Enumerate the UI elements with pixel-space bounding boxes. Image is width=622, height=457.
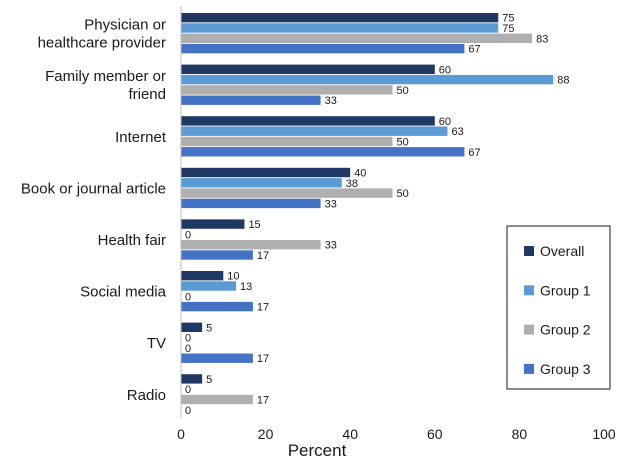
- bar-internet-overall: [181, 116, 435, 126]
- bar-internet-group-2: [181, 136, 393, 147]
- bar-family-member-or-friend-overall: [181, 64, 435, 74]
- data-label-book-or-journal-article-overall: 40: [354, 168, 366, 180]
- legend-label-overall: Overall: [540, 243, 584, 259]
- bar-health-fair-overall: [181, 219, 245, 229]
- bar-social-media-group-1: [181, 281, 236, 291]
- bar-internet-group-3: [181, 147, 465, 157]
- x-tick-label-100: 100: [592, 426, 616, 442]
- bars-group: 7575836760885033606350674038503315033171…: [181, 13, 569, 417]
- bar-social-media-overall: [181, 271, 224, 281]
- legend-label-group-2: Group 2: [540, 322, 591, 338]
- legend: Overall Group 1 Group 2 Group 3: [506, 225, 611, 390]
- bar-book-or-journal-article-overall: [181, 167, 351, 178]
- x-tick-label-0: 0: [177, 426, 185, 442]
- data-label-physician-or-healthcare-provider-group-1: 75: [502, 23, 514, 35]
- data-label-radio-group-2: 17: [257, 395, 269, 407]
- data-label-tv-group-3: 17: [257, 353, 269, 365]
- x-tick-label-40: 40: [342, 426, 358, 442]
- data-label-book-or-journal-article-group-2: 50: [397, 188, 409, 200]
- data-label-family-member-or-friend-group-2: 50: [397, 85, 409, 97]
- category-label-physician-or-healthcare-provider: Physician or healthcare provider: [38, 17, 166, 52]
- bar-book-or-journal-article-group-1: [181, 178, 342, 188]
- category-label-family-member-or-friend: Family member or friend: [45, 68, 166, 103]
- data-label-radio-overall: 5: [206, 374, 212, 386]
- data-label-health-fair-overall: 15: [248, 219, 260, 231]
- data-label-physician-or-healthcare-provider-group-2: 83: [536, 33, 548, 45]
- category-label-internet: Internet: [115, 129, 167, 146]
- x-tick-labels: 0 20 40 60 80 100: [177, 426, 616, 442]
- data-label-family-member-or-friend-group-1: 88: [557, 75, 569, 87]
- legend-swatch-group-3: [524, 363, 534, 374]
- data-label-internet-overall: 60: [439, 116, 451, 128]
- data-label-health-fair-group-3: 17: [257, 250, 269, 262]
- data-label-tv-group-2: 0: [185, 343, 191, 355]
- data-label-book-or-journal-article-group-3: 33: [325, 198, 337, 210]
- bar-health-fair-group-2: [181, 240, 321, 250]
- bar-tv-group-3: [181, 353, 253, 363]
- data-label-internet-group-3: 67: [468, 147, 480, 159]
- data-label-physician-or-healthcare-provider-overall: 75: [502, 13, 514, 25]
- data-label-social-media-group-2: 0: [185, 291, 191, 303]
- x-tick-label-60: 60: [427, 426, 443, 442]
- category-label-radio: Radio: [127, 387, 166, 404]
- bar-physician-or-healthcare-provider-group-2: [181, 33, 533, 43]
- legend-label-group-1: Group 1: [540, 282, 591, 298]
- data-label-health-fair-group-1: 0: [185, 229, 191, 241]
- legend-swatch-group-2: [524, 324, 534, 335]
- bar-radio-group-2: [181, 394, 253, 405]
- bar-book-or-journal-article-group-2: [181, 188, 393, 198]
- bar-family-member-or-friend-group-1: [181, 74, 554, 85]
- category-label-social-media: Social media: [80, 284, 167, 301]
- data-label-physician-or-healthcare-provider-group-3: 67: [468, 44, 480, 56]
- bar-internet-group-1: [181, 126, 448, 136]
- data-label-family-member-or-friend-group-3: 33: [325, 95, 337, 107]
- category-label-tv: TV: [147, 335, 166, 352]
- x-axis-title: Percent: [288, 441, 347, 457]
- data-label-social-media-group-3: 17: [257, 302, 269, 314]
- data-label-family-member-or-friend-overall: 60: [439, 64, 451, 76]
- data-label-book-or-journal-article-group-1: 38: [346, 178, 358, 190]
- bar-social-media-group-3: [181, 301, 253, 312]
- bar-physician-or-healthcare-provider-overall: [181, 13, 499, 23]
- data-label-internet-group-2: 50: [397, 137, 409, 149]
- bar-physician-or-healthcare-provider-group-1: [181, 23, 499, 33]
- category-labels: Physician or healthcare provider Family me…: [21, 17, 167, 404]
- data-label-radio-group-3: 0: [185, 405, 191, 417]
- legend-swatch-overall: [524, 246, 534, 256]
- legend-swatch-group-1: [524, 285, 534, 296]
- data-label-internet-group-1: 63: [451, 126, 463, 138]
- bar-tv-overall: [181, 322, 203, 332]
- bar-health-fair-group-3: [181, 250, 253, 260]
- category-label-book-or-journal-article: Book or journal article: [21, 180, 166, 197]
- bar-family-member-or-friend-group-2: [181, 85, 393, 95]
- bar-physician-or-healthcare-provider-group-3: [181, 43, 465, 54]
- data-label-radio-group-1: 0: [185, 384, 191, 396]
- data-label-social-media-group-1: 13: [240, 281, 252, 293]
- bar-family-member-or-friend-group-3: [181, 95, 321, 105]
- bar-radio-overall: [181, 374, 203, 384]
- data-label-tv-group-1: 0: [185, 333, 191, 345]
- data-label-tv-overall: 5: [206, 322, 212, 334]
- x-tick-label-20: 20: [258, 426, 274, 442]
- category-label-health-fair: Health fair: [98, 232, 166, 249]
- data-label-social-media-overall: 10: [227, 271, 239, 283]
- legend-label-group-3: Group 3: [540, 361, 591, 377]
- data-label-health-fair-group-2: 33: [325, 240, 337, 252]
- bar-book-or-journal-article-group-3: [181, 198, 321, 209]
- x-tick-label-80: 80: [512, 426, 528, 442]
